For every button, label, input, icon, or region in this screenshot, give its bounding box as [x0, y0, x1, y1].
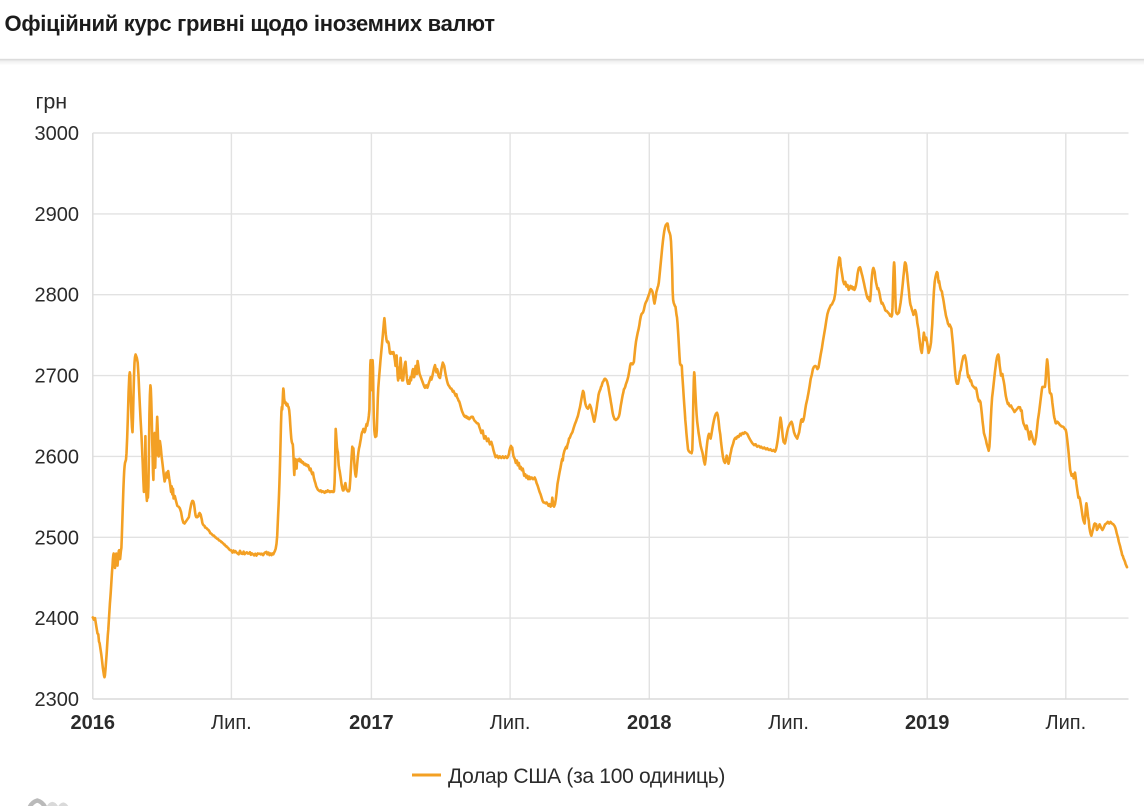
svg-text:3000: 3000 [35, 123, 80, 145]
svg-text:2018: 2018 [627, 712, 672, 734]
svg-text:Лип.: Лип. [1045, 712, 1086, 734]
svg-text:Лип.: Лип. [768, 712, 809, 734]
svg-text:Лип.: Лип. [211, 712, 252, 734]
svg-text:2400: 2400 [35, 608, 80, 630]
svg-text:грн: грн [36, 90, 68, 114]
svg-text:2300: 2300 [35, 689, 80, 711]
svg-text:Лип.: Лип. [490, 712, 531, 734]
svg-text:2017: 2017 [349, 712, 394, 734]
svg-text:2500: 2500 [35, 527, 80, 549]
svg-text:Офіційний курс гривні щодо іно: Офіційний курс гривні щодо іноземних вал… [5, 11, 496, 36]
svg-text:2600: 2600 [35, 446, 80, 468]
svg-text:2019: 2019 [905, 712, 950, 734]
svg-text:2800: 2800 [35, 285, 80, 307]
svg-text:2700: 2700 [35, 366, 80, 388]
svg-text:Долар США (за 100 одиниць): Долар США (за 100 одиниць) [448, 765, 725, 788]
svg-text:2900: 2900 [35, 204, 80, 226]
svg-text:2016: 2016 [71, 712, 116, 734]
